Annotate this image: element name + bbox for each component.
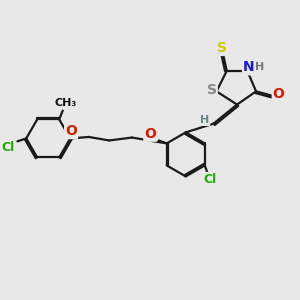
Text: H: H bbox=[255, 62, 264, 72]
Text: S: S bbox=[218, 41, 227, 55]
Text: Cl: Cl bbox=[1, 141, 14, 154]
Text: O: O bbox=[273, 87, 285, 101]
Text: O: O bbox=[65, 124, 77, 138]
Text: N: N bbox=[243, 60, 255, 74]
Text: Cl: Cl bbox=[203, 173, 217, 186]
Text: H: H bbox=[200, 115, 209, 125]
Text: CH₃: CH₃ bbox=[55, 98, 77, 108]
Text: O: O bbox=[144, 127, 156, 141]
Text: S: S bbox=[207, 83, 217, 97]
